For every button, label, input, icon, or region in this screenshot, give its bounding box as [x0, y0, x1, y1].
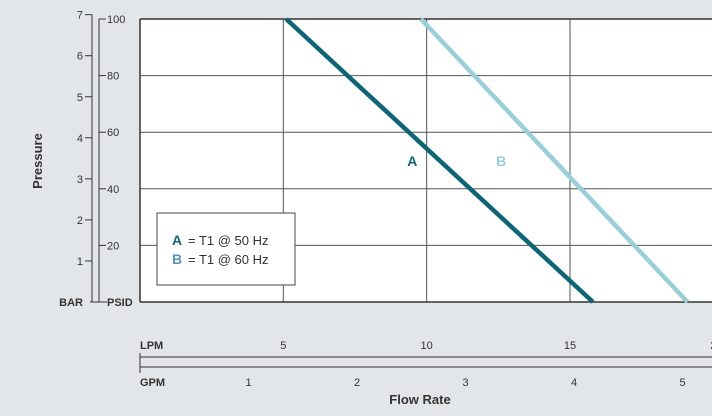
gpm-tick-label: 2: [354, 377, 360, 389]
legend-entry: = T1 @ 50 Hz: [188, 233, 269, 248]
lpm-tick-label: 10: [421, 340, 433, 352]
series-line-a: [284, 17, 595, 304]
x-axis-title: Flow Rate: [389, 392, 450, 407]
y-axis-title: Pressure: [30, 133, 45, 189]
legend-letter-a: A: [172, 232, 182, 248]
psid-tick-label: 100: [107, 14, 125, 26]
legend-entry: = T1 @ 60 Hz: [188, 252, 269, 267]
series-line-b: [419, 17, 690, 304]
legend-box: [156, 212, 296, 286]
bar-tick-label: 7: [77, 10, 83, 22]
series-layer: [284, 17, 690, 304]
psid-tick-label: 60: [107, 127, 119, 139]
bar-unit-label: BAR: [59, 297, 83, 309]
gpm-tick-label: 5: [680, 377, 686, 389]
bar-tick-label: 2: [77, 215, 83, 227]
psid-tick-label: 20: [107, 240, 119, 252]
lpm-tick-label: 15: [564, 340, 576, 352]
legend-letter-b: B: [172, 251, 182, 267]
legend: A = T1 @ 50 Hz B = T1 @ 60 Hz: [156, 212, 296, 286]
bar-tick-label: 3: [77, 174, 83, 186]
psid-tick-label: 80: [107, 71, 119, 83]
psid-tick-label: 40: [107, 184, 119, 196]
bar-tick-label: 6: [77, 51, 83, 63]
psid-unit-label: PSID: [107, 297, 133, 309]
gpm-tick-label: 4: [571, 377, 577, 389]
gpm-unit-label: GPM: [140, 377, 165, 389]
series-annotation-a: A: [407, 153, 417, 169]
bar-tick-label: 5: [77, 92, 83, 104]
bar-tick-label: 4: [77, 133, 83, 145]
lpm-tick-label: 5: [280, 340, 286, 352]
axes: 20 40 60 80 100 PSID 1 2 3 4 5 6 7 BAR Pressure LPM 5 10 1…: [30, 10, 712, 407]
gpm-tick-label: 3: [462, 377, 468, 389]
lpm-unit-label: LPM: [140, 340, 163, 352]
lpm-tick-label: 2: [710, 340, 712, 352]
bar-tick-label: 1: [77, 256, 83, 268]
gpm-tick-label: 1: [245, 377, 251, 389]
series-annotation-b: B: [496, 153, 506, 169]
